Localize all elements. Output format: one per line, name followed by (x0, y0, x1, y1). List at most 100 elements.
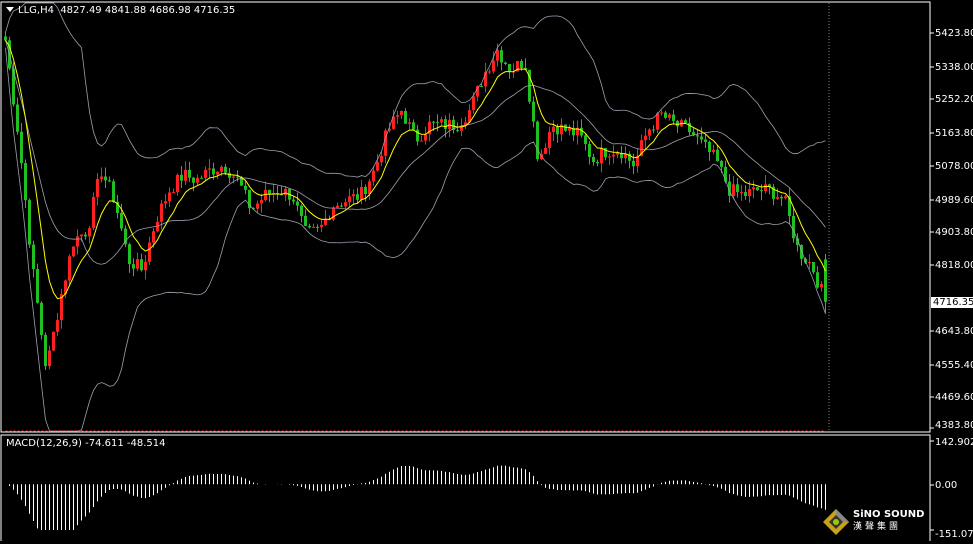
candle-body (208, 168, 211, 170)
candle-body (464, 122, 467, 126)
candle-body (444, 119, 447, 129)
candle-body (676, 120, 679, 127)
ohlc-values: 4827.49 4841.88 4686.98 4716.35 (60, 5, 236, 16)
candle-body (752, 187, 755, 190)
candle-body (92, 197, 95, 229)
candle-body (640, 140, 643, 156)
candle-body (60, 294, 63, 321)
candle-body (232, 176, 235, 178)
candle-body (412, 122, 415, 130)
candle-body (128, 244, 131, 265)
candle-body (732, 184, 735, 196)
candle-body (204, 169, 207, 179)
price-tick: 4903.80 (935, 227, 973, 238)
candle-body (104, 176, 107, 181)
macd-tick: 142.902 (935, 437, 973, 448)
candle-body (480, 86, 483, 88)
candle-body (772, 186, 775, 199)
candle-body (488, 71, 491, 73)
chart-header: LLG,H4 4827.49 4841.88 4686.98 4716.35 (6, 5, 235, 16)
candle-body (636, 155, 639, 167)
candle-body (808, 262, 811, 264)
macd-header: MACD(12,26,9) -74.611 -48.514 (6, 438, 166, 449)
candle-body (324, 218, 327, 225)
candle-body (644, 135, 647, 141)
candle-body (152, 231, 155, 243)
candle-body (700, 136, 703, 140)
candle-body (748, 189, 751, 197)
candle-body (776, 196, 779, 199)
candle-body (672, 114, 675, 121)
candle-body (100, 176, 103, 179)
candle-body (764, 184, 767, 192)
candle-body (368, 181, 371, 195)
candle-body (592, 156, 595, 163)
candle-body (192, 177, 195, 183)
candle-body (632, 160, 635, 167)
candle-body (696, 135, 699, 137)
bollinger-middle-line (5, 40, 826, 265)
candle-body (352, 194, 355, 197)
candle-body (264, 189, 267, 201)
candle-body (620, 152, 623, 159)
candle-body (52, 331, 55, 351)
candle-body (72, 246, 75, 257)
candle-body (616, 152, 619, 155)
candle-body (212, 168, 215, 175)
macd-tick: -151.074 (935, 529, 973, 540)
candle-body (780, 196, 783, 199)
price-tick: 4818.00 (935, 260, 973, 271)
candle-body (800, 245, 803, 259)
candle-body (664, 112, 667, 118)
candle-body (284, 188, 287, 196)
candle-body (456, 129, 459, 131)
candle-body (348, 196, 351, 203)
price-tick: 4469.60 (935, 392, 973, 403)
candle-body (304, 215, 307, 226)
candle-body (556, 126, 559, 135)
candle-body (520, 60, 523, 68)
candle-body (12, 68, 15, 105)
candle-body (292, 199, 295, 202)
candle-body (228, 172, 231, 178)
candle-body (744, 192, 747, 197)
candle-body (720, 161, 723, 167)
candle-body (728, 181, 731, 196)
candle-body (32, 244, 35, 270)
candle-body (560, 124, 563, 135)
candle-body (176, 174, 179, 193)
candle-body (416, 129, 419, 142)
candle-body (312, 226, 315, 228)
candle-body (144, 261, 147, 271)
candle-body (220, 166, 223, 172)
candle-body (308, 225, 311, 228)
current-price-tag: 4716.35 (931, 297, 973, 308)
bollinger-upper-line (5, 2, 826, 178)
candle-body (460, 125, 463, 131)
candle-body (740, 192, 743, 194)
candle-body (156, 221, 159, 232)
candle-body (316, 226, 319, 228)
candle-body (768, 184, 771, 187)
candle-body (408, 122, 411, 124)
candle-body (568, 127, 571, 131)
candle-body (652, 129, 655, 131)
candle-body (596, 162, 599, 164)
candle-body (300, 205, 303, 216)
candle-body (508, 63, 511, 72)
dropdown-triangle-icon[interactable] (6, 7, 14, 12)
logo: SiNO SOUND 漢聲集團 (822, 508, 926, 538)
candle-body (120, 212, 123, 229)
candle-body (380, 155, 383, 163)
candle-body (4, 36, 7, 41)
candle-body (448, 119, 451, 129)
candle-body (736, 184, 739, 193)
candle-body (552, 126, 555, 133)
candle-body (248, 189, 251, 209)
candle-body (476, 86, 479, 97)
candle-body (484, 72, 487, 87)
candle-body (260, 200, 263, 204)
candle-body (532, 101, 535, 122)
